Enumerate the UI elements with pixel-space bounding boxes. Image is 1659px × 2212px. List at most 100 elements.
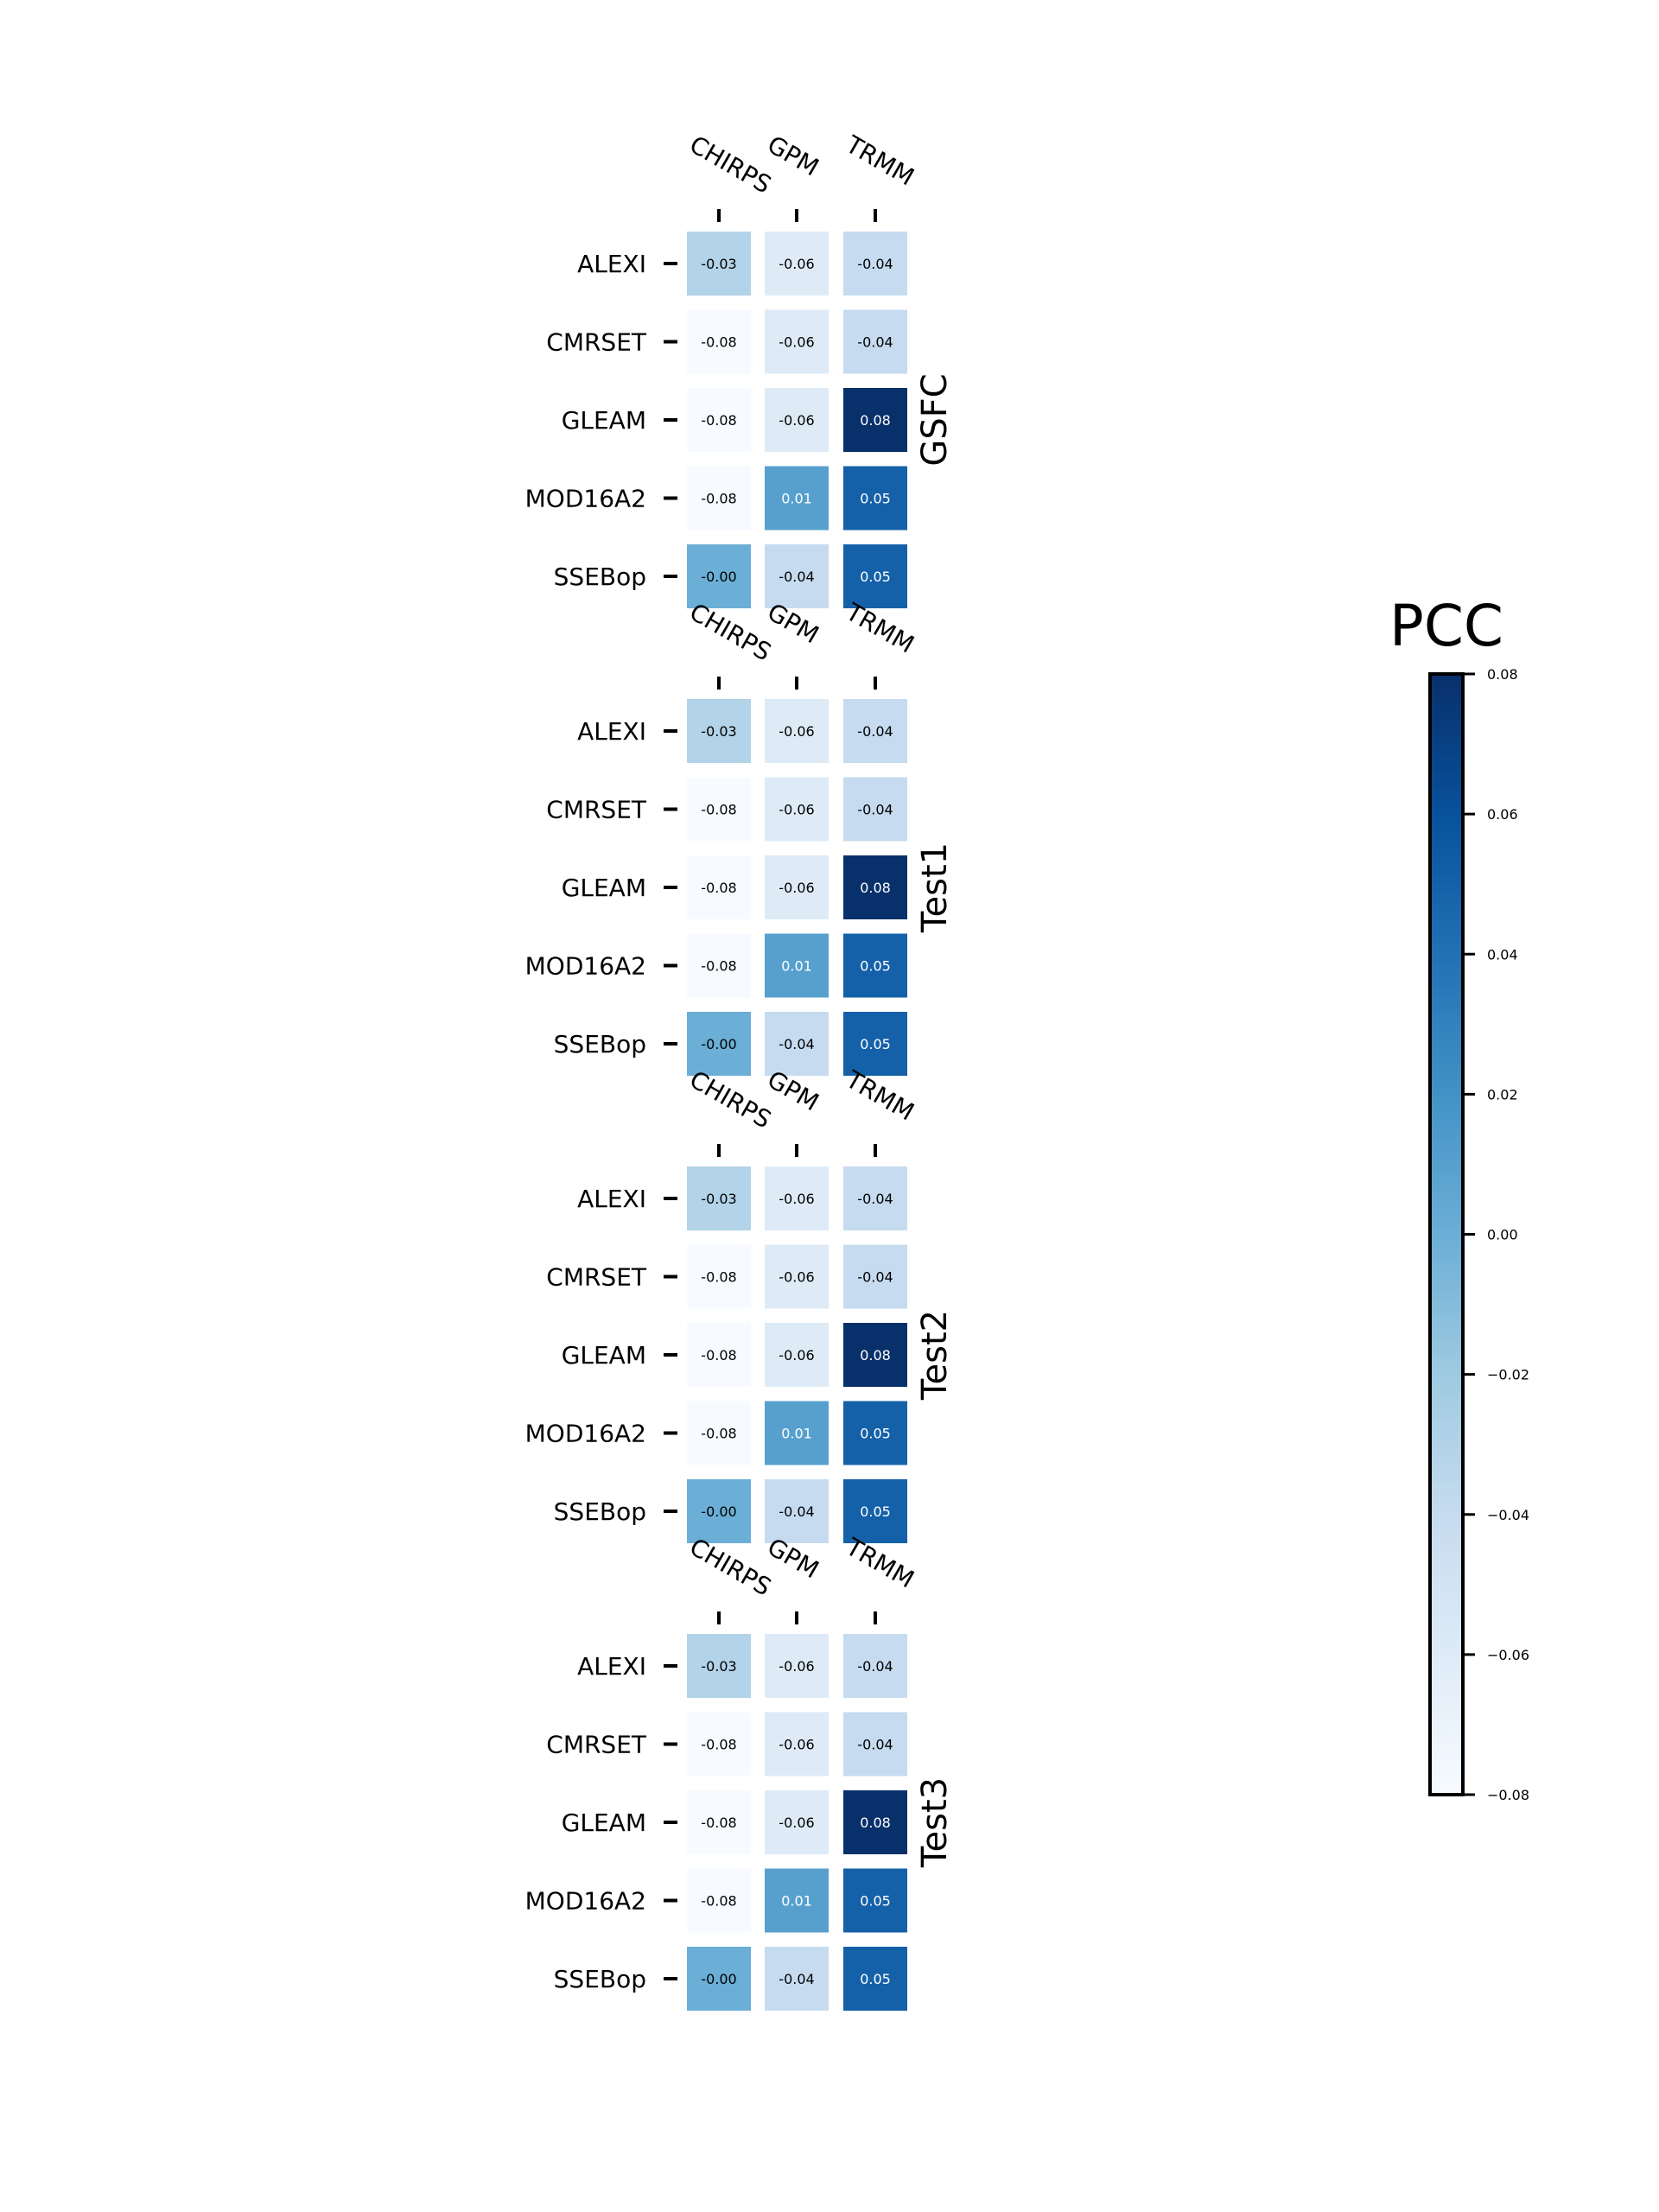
column-label: CHIRPS (685, 130, 777, 199)
heatmap-cell (687, 544, 751, 608)
cell-value-label: 0.01 (781, 1426, 812, 1442)
colorbar-tick-label: −0.06 (1487, 1647, 1529, 1663)
cell-value-label: -0.08 (701, 1737, 736, 1753)
cell-value-label: 0.05 (860, 1426, 891, 1442)
row-label: ALEXI (577, 1652, 646, 1681)
row-label: MOD16A2 (525, 1887, 646, 1916)
colorbar-tick-label: −0.02 (1487, 1367, 1529, 1383)
cell-value-label: -0.08 (701, 1347, 736, 1363)
heatmap-cell (687, 1868, 751, 1933)
cell-value-label: 0.01 (781, 491, 812, 507)
cell-value-label: -0.06 (779, 1347, 814, 1363)
cell-value-label: -0.08 (701, 880, 736, 896)
colorbar: PCC 0.08 0.06 0.04 0.02 0.00 −0.02 −0.04 −0.06 −0… (1389, 593, 1529, 1803)
cell-value-label: -0.08 (701, 1426, 736, 1442)
colorbar-tick-label: 0.00 (1487, 1227, 1518, 1243)
colorbar-tick-label: 0.06 (1487, 806, 1518, 823)
row-label: CMRSET (546, 1263, 647, 1292)
cell-value-label: -0.04 (779, 569, 814, 585)
cell-value-label: -0.00 (701, 569, 736, 585)
heatmap-cell (687, 232, 751, 296)
heatmap-cell (843, 699, 907, 763)
cell-value-label: 0.01 (781, 1893, 812, 1910)
cell-value-label: -0.06 (779, 1815, 814, 1831)
cell-value-label: 0.08 (860, 412, 891, 429)
row-label: ALEXI (577, 1185, 646, 1213)
heatmap-cell (843, 309, 907, 374)
cell-value-label: -0.04 (779, 1503, 814, 1520)
cell-value-label: 0.08 (860, 1347, 891, 1363)
heatmap-cell (687, 777, 751, 842)
cell-value-label: -0.06 (779, 256, 814, 272)
cell-value-label: -0.04 (779, 1036, 814, 1052)
cell-value-label: -0.04 (857, 723, 893, 740)
cell-value-label: -0.08 (701, 412, 736, 429)
heatmap-cell (843, 388, 907, 452)
heatmap-cell (765, 1634, 829, 1698)
cell-value-label: -0.00 (701, 1036, 736, 1052)
cell-value-label: -0.03 (701, 1658, 736, 1675)
cell-value-label: 0.05 (860, 1893, 891, 1910)
colorbar-title: PCC (1389, 593, 1503, 659)
colorbar-tick-label: 0.04 (1487, 946, 1518, 963)
row-label: ALEXI (577, 717, 646, 746)
cell-value-label: -0.00 (701, 1503, 736, 1520)
heatmap-cell (765, 1947, 829, 2011)
column-label: TRMM (841, 130, 919, 192)
heatmap-cell (687, 1479, 751, 1543)
row-label: ALEXI (577, 250, 646, 278)
row-label: SSEBop (554, 1497, 646, 1526)
heatmap-cell (765, 1712, 829, 1777)
colorbar-tick-label: −0.08 (1487, 1787, 1529, 1803)
heatmap-cell (843, 1790, 907, 1854)
row-label: CMRSET (546, 1731, 647, 1759)
heatmap-cell (687, 1947, 751, 2011)
row-label: MOD16A2 (525, 485, 646, 513)
cell-value-label: -0.08 (701, 1269, 736, 1286)
cell-value-label: -0.08 (701, 1815, 736, 1831)
cell-value-label: 0.05 (860, 1971, 891, 1987)
heatmap-cell (843, 232, 907, 296)
cell-value-label: -0.08 (701, 958, 736, 975)
colorbar-tick-label: −0.04 (1487, 1507, 1529, 1523)
row-label: GLEAM (562, 406, 646, 435)
row-label: GLEAM (562, 874, 646, 902)
cell-value-label: -0.06 (779, 1269, 814, 1286)
colorbar-tick-label: 0.02 (1487, 1086, 1518, 1103)
heatmap-cell (687, 1712, 751, 1777)
cell-value-label: -0.08 (701, 1893, 736, 1910)
panel-title: GSFC (915, 373, 955, 466)
cell-value-label: -0.03 (701, 723, 736, 740)
heatmap-cell (765, 855, 829, 919)
heatmap-cell (843, 1712, 907, 1777)
heatmap-cell (765, 1166, 829, 1230)
cell-value-label: 0.05 (860, 491, 891, 507)
heatmap-cell (843, 544, 907, 608)
cell-value-label: -0.04 (857, 802, 893, 818)
cell-value-label: -0.06 (779, 412, 814, 429)
row-label: GLEAM (562, 1808, 646, 1837)
heatmap-cell (843, 933, 907, 998)
heatmap-cell (843, 466, 907, 531)
heatmap-cell (687, 1790, 751, 1854)
colorbar-gradient (1428, 672, 1465, 1796)
panel-title: Test1 (915, 842, 955, 933)
cell-value-label: -0.03 (701, 1191, 736, 1207)
heatmap-cell (687, 1166, 751, 1230)
cell-value-label: -0.06 (779, 723, 814, 740)
heatmap-cell (687, 1634, 751, 1698)
heatmap-cell (843, 1479, 907, 1543)
cell-value-label: 0.05 (860, 569, 891, 585)
heatmap-cell (843, 1323, 907, 1387)
cell-value-label: 0.05 (860, 1503, 891, 1520)
heatmap-cell (687, 699, 751, 763)
heatmap-cell (843, 777, 907, 842)
heatmap-cell (765, 544, 829, 608)
heatmap-cell (843, 1868, 907, 1933)
heatmap-cell (687, 933, 751, 998)
